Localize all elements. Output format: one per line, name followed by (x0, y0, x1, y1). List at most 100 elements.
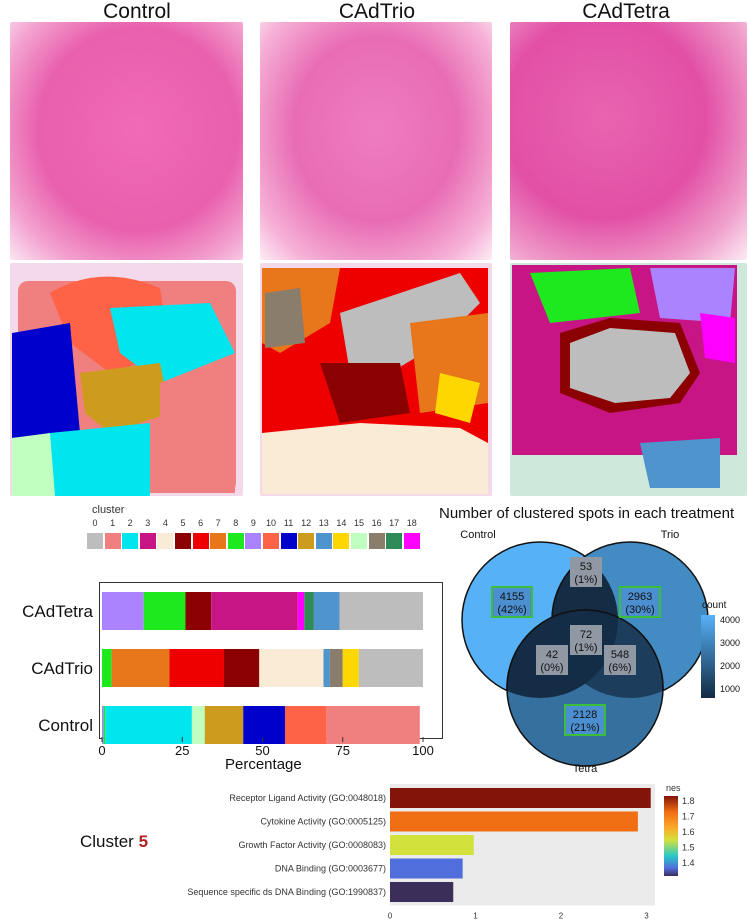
venn-region-box (619, 586, 661, 618)
he-image-control (10, 22, 243, 260)
stacked-bar-segment (259, 649, 324, 687)
go-tick-label: 3 (644, 912, 649, 921)
stacked-bar-segment (339, 592, 423, 630)
cluster-legend-swatch (139, 533, 156, 549)
cluster-legend-label: 4 (162, 518, 168, 528)
cluster-legend-swatch (210, 533, 227, 549)
venn-legend-tick: 2000 (720, 661, 740, 671)
stacked-bar-tick-label: 100 (412, 743, 434, 758)
spatial-map-control (10, 263, 243, 496)
cluster-legend-swatch (280, 533, 297, 549)
go-legend-tick: 1.7 (682, 812, 695, 822)
cluster-legend-title: cluster (92, 504, 125, 516)
cluster-legend-label: 17 (389, 518, 400, 528)
go-bar (390, 882, 454, 902)
venn-region-count: 548 (611, 649, 629, 661)
stacked-bar-segment (204, 706, 244, 744)
cluster-legend-label: 10 (265, 518, 276, 528)
go-category-label: Cytokine Activity (GO:0005125) (260, 817, 386, 827)
cluster-legend-label: 16 (371, 518, 382, 528)
go-legend-tick: 1.6 (682, 827, 695, 837)
go-category-label: DNA Binding (GO:0003677) (275, 864, 386, 874)
panel-title-cadtetra: CAdTetra (582, 0, 670, 23)
stacked-bar-segment (102, 592, 144, 630)
cluster-legend-swatch (386, 533, 403, 549)
stacked-bar-segment (323, 649, 330, 687)
venn-region-percent: (21%) (570, 722, 599, 734)
venn-title: Number of clustered spots in each treatm… (439, 505, 735, 522)
venn-diagram: Control Trio Tetra 4155(42%) 2963(30%) 2128(2… (460, 529, 740, 775)
stacked-bar-segment (358, 649, 423, 687)
venn-region-count: 2963 (628, 591, 652, 603)
cluster-legend: 0 1 2 3 4 5 6 7 8 9 10 11 12 13 14 15 16 17 18 (86, 518, 436, 556)
venn-region-percent: (1%) (574, 574, 597, 586)
stacked-bar-segment (185, 592, 212, 630)
go-tick-label: 1 (473, 912, 478, 921)
cluster-legend-label: 9 (250, 518, 256, 528)
go-legend-colorbar (664, 796, 678, 876)
go-tick-label: 2 (559, 912, 564, 921)
cluster-legend-swatch (122, 533, 139, 549)
go-legend-tick: 1.4 (682, 858, 695, 868)
cluster-legend-swatch (192, 533, 209, 549)
cluster-legend-label: 12 (301, 518, 312, 528)
venn-region-percent: (0%) (540, 662, 563, 674)
cluster-legend-swatch (227, 533, 244, 549)
venn-region-box (491, 586, 533, 618)
stacked-bar-segment (326, 706, 420, 744)
cluster-legend-label: 5 (180, 518, 186, 528)
panel-title-cadtrio: CAdTrio (338, 0, 416, 23)
spatial-map-cadtrio (260, 263, 492, 496)
venn-region-box (570, 557, 602, 587)
stacked-bar-segment (211, 592, 298, 630)
go-bar (390, 811, 638, 832)
stacked-bar-segment (103, 706, 106, 744)
go-category-label: Receptor Ligand Activity (GO:0048018) (229, 793, 386, 803)
cluster-legend-swatch (87, 533, 103, 549)
go-bar (390, 835, 474, 855)
stacked-bar-segment (143, 592, 186, 630)
go-tick-label: 0 (388, 912, 393, 921)
venn-region-count: 53 (580, 561, 592, 573)
cluster-legend-label: 14 (336, 518, 347, 528)
cluster-legend-label: 2 (127, 518, 133, 528)
stacked-bar-segment (313, 592, 340, 630)
venn-region-count: 42 (546, 649, 558, 661)
venn-legend-tick: 3000 (720, 638, 740, 648)
stacked-bar-segment (169, 649, 224, 687)
stacked-bar-tick-label: 50 (255, 743, 269, 758)
stacked-bar-tick-label: 25 (175, 743, 189, 758)
panel-title-control: Control (103, 0, 171, 23)
cluster-legend-label: 15 (353, 518, 364, 528)
cluster-legend-label: 0 (92, 518, 98, 528)
cluster-legend-label: 11 (283, 518, 294, 528)
stacked-bar-category-label: CAdTrio (31, 659, 93, 678)
cluster-legend-label: 8 (233, 518, 239, 528)
stacked-bar-segment (191, 706, 205, 744)
stacked-bar-segment (223, 649, 260, 687)
venn-region-percent: (42%) (497, 604, 526, 616)
stacked-bar-tick-label: 0 (98, 743, 105, 758)
cluster-legend-swatch (403, 533, 420, 549)
stacked-bar-segment (329, 649, 343, 687)
cluster-legend-label: 13 (318, 518, 329, 528)
cluster-legend-swatch (333, 533, 350, 549)
he-image-cadtetra (510, 22, 747, 260)
cluster-legend-swatch (104, 533, 121, 549)
go-bar (390, 788, 651, 808)
cluster-legend-label: 18 (406, 518, 417, 528)
venn-set-label: Tetra (573, 763, 598, 775)
venn-legend-tick: 4000 (720, 615, 740, 625)
cluster-legend-label: 6 (198, 518, 204, 528)
go-legend-tick: 1.8 (682, 796, 695, 806)
stacked-bar-segment (284, 706, 327, 744)
stacked-bar-segment (111, 649, 170, 687)
cluster-legend-swatch (157, 533, 174, 549)
go-category-label: Growth Factor Activity (GO:0008083) (238, 840, 386, 850)
stacked-bar-segment (297, 592, 305, 630)
venn-region-box (564, 704, 606, 736)
stacked-bar-segment (102, 706, 104, 744)
go-enrichment-chart: Receptor Ligand Activity (GO:0048018) Cyt… (187, 783, 695, 921)
cluster-legend-label: 3 (145, 518, 151, 528)
venn-set-label: Control (460, 529, 495, 541)
